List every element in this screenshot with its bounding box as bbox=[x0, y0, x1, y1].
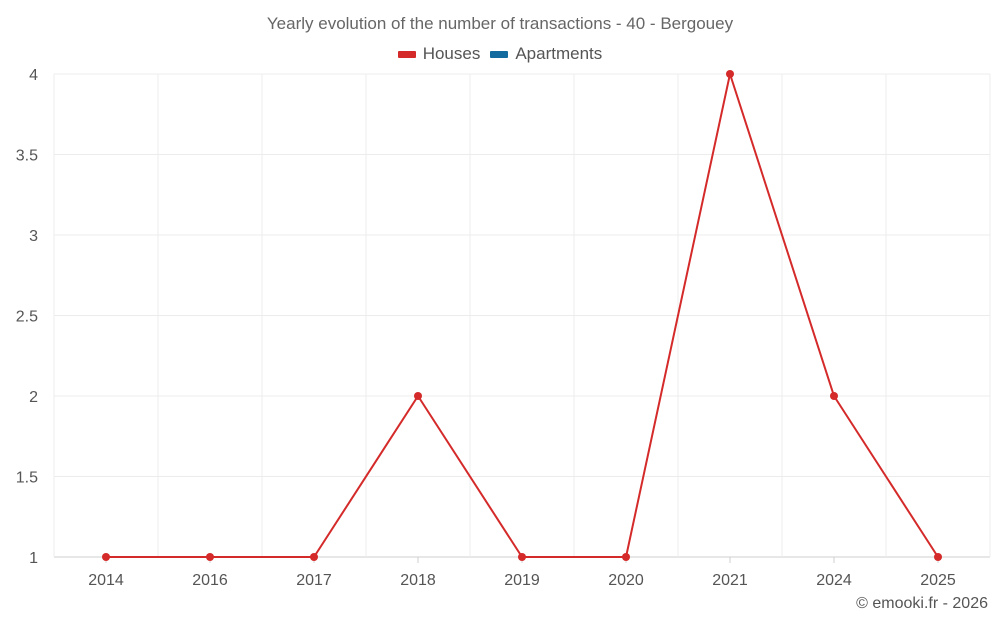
x-tick-label: 2019 bbox=[504, 572, 540, 589]
data-point-houses bbox=[206, 553, 214, 561]
x-tick-label: 2021 bbox=[712, 572, 748, 589]
legend-label-apartments: Apartments bbox=[515, 44, 603, 63]
x-tick-label: 2020 bbox=[608, 572, 644, 589]
y-tick-label: 1.5 bbox=[16, 470, 38, 487]
y-tick-label: 3.5 bbox=[16, 148, 38, 165]
chart-title: Yearly evolution of the number of transa… bbox=[266, 14, 734, 33]
x-tick-label: 2017 bbox=[296, 572, 332, 589]
data-point-houses bbox=[102, 553, 110, 561]
legend: Houses Apartments bbox=[0, 44, 1000, 64]
data-point-houses bbox=[310, 553, 318, 561]
data-point-houses bbox=[414, 392, 422, 400]
data-point-houses bbox=[518, 553, 526, 561]
data-point-houses bbox=[622, 553, 630, 561]
data-point-houses bbox=[830, 392, 838, 400]
legend-label-houses: Houses bbox=[422, 44, 481, 63]
data-point-houses bbox=[726, 70, 734, 78]
y-tick-label: 2.5 bbox=[16, 309, 38, 326]
legend-item-apartments[interactable]: Apartments bbox=[490, 44, 602, 64]
legend-swatch-apartments bbox=[490, 50, 509, 58]
y-tick-label: 3 bbox=[29, 228, 38, 245]
x-tick-label: 2016 bbox=[192, 572, 228, 589]
data-point-houses bbox=[934, 553, 942, 561]
y-tick-label: 4 bbox=[29, 67, 38, 84]
legend-item-houses[interactable]: Houses bbox=[397, 44, 481, 64]
y-tick-label: 2 bbox=[29, 389, 38, 406]
x-tick-label: 2025 bbox=[920, 572, 956, 589]
x-tick-label: 2018 bbox=[400, 572, 436, 589]
copyright-credit: © emooki.fr - 2026 bbox=[856, 595, 988, 612]
y-tick-label: 1 bbox=[29, 550, 38, 567]
x-tick-label: 2014 bbox=[88, 572, 124, 589]
legend-swatch-houses bbox=[397, 50, 416, 58]
x-tick-label: 2024 bbox=[816, 572, 852, 589]
